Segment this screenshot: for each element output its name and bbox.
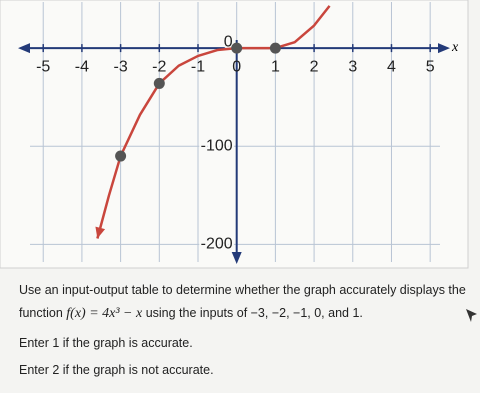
x-tick-label: 5 [426,58,435,75]
option: Enter 1 if the graph is accurate. [19,336,193,350]
x-tick-label: -3 [113,58,127,75]
graph-frame [0,0,469,269]
x-tick-label: -1 [191,58,205,75]
point [153,77,165,89]
x-axis-arrow [438,43,450,54]
text: function [19,306,63,320]
option: Enter 2 if the graph is not accurate. [19,363,214,377]
x-tick-label: 2 [310,58,319,75]
x-axis-label: x [451,40,459,55]
x-axis-arrow [18,43,30,54]
x-tick-label: -2 [152,58,166,75]
point [231,42,243,54]
y-tick-label: -200 [201,236,233,253]
text: using the inputs of −3, −2, −1, 0, and 1… [145,306,363,320]
x-tick-label: 4 [387,58,396,75]
curve [96,5,331,239]
point [115,150,127,162]
question-line: function f(x) = 4x³ − x using the inputs… [19,306,363,322]
x-tick-label: 1 [271,58,280,75]
y-tick-label: -100 [201,137,233,154]
x-tick-label: 0 [232,58,241,75]
question-line: Use an input-output table to determine w… [19,283,466,297]
x-tick-label: -4 [75,58,89,75]
point [269,42,281,54]
cursor [466,309,477,322]
formula: f(x) = 4x³ − x [66,306,143,321]
y-axis-arrow [231,252,242,264]
chart: x -5 -4 -3 -2 -1 0 1 2 3 4 50-100-200 [0,0,469,269]
x-tick-label: -5 [36,58,50,75]
x-tick-label: 3 [348,58,357,75]
curve-arrow [95,226,106,239]
